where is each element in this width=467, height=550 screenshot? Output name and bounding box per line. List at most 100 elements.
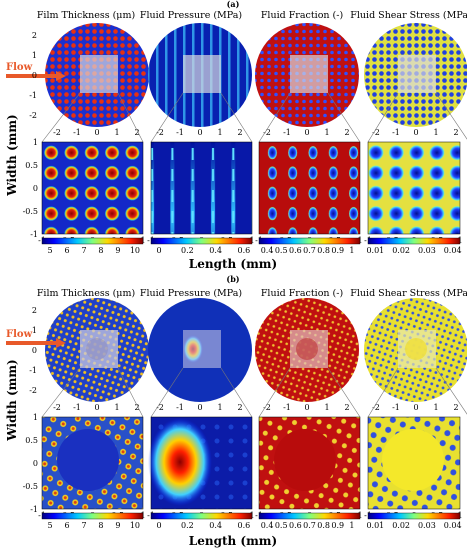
column-title-fluid-shear-stress-b: Fluid Shear Stress (MPa) [350,288,467,299]
colorbar-tick-label: 0.4 [209,521,222,530]
disk-x-tick-label: -1 [73,403,81,412]
colorbar-tick-label: 0 [157,521,162,530]
disk-film-thickness-a [45,23,149,127]
disk-x-tick-label: 1 [324,403,329,412]
disk-x-tick-label: 1 [433,128,438,137]
colorbar-ticks-b: 5 6 7 8 9 10 0 0.2 0.4 0.6 0.4 0.5 0.6 0.7 0.8 0.9 1 0.01… [48,521,462,530]
colorbar-tick-label: 0.8 [317,521,330,530]
disk-x-tick-label: -1 [176,403,184,412]
colorbar-tick-label: 0.2 [181,246,194,255]
zoom-fluid-pressure-a [150,141,253,235]
colorbar-tick-label: 0.5 [275,521,288,530]
zoom-y-tick-label: 0.5 [25,436,38,445]
colorbar-fluid-fraction-a [258,237,361,245]
disk-x-tick-label: 1 [114,128,119,137]
disk-x-tick-label: -1 [392,128,400,137]
disk-x-tick-label: -2 [263,403,271,412]
column-title-fluid-pressure-b: Fluid Pressure (MPa) [140,288,242,299]
colorbar-tick-label: 5 [48,521,53,530]
disk-x-tick-label: -2 [156,128,164,137]
zoom-fluid-shear-stress-a [367,141,461,235]
y-axis-label-b: Width (mm) [5,359,19,441]
colorbar-tick-label: 0.02 [392,246,410,255]
panel-a-label: (a) [227,0,240,9]
colorbar-fluid-pressure-b [150,512,253,520]
colorbar-tick-label: 0.03 [418,246,436,255]
colorbar-tick-label: 1 [349,246,354,255]
panel-b-label: (b) [226,274,239,284]
colorbar-tick-label: 0.6 [289,246,302,255]
zoom-y-tick-label: 1 [33,413,38,422]
disk-y-tick-label: 2 [32,31,37,40]
disk-ticks-b: 2 1 0 -1 -2 -2 -1 0 1 2 -2 -1 0 1 2 -2 -1 0 1 2 -2 -1 0 1 2 [29,306,458,412]
x-axis-label-b: Length (mm) [189,534,277,548]
disk-fluid-shear-stress-a [364,23,467,127]
disk-x-tick-label: 0 [413,403,418,412]
colorbar-tick-label: 8 [98,521,103,530]
disk-x-tick-label: -1 [176,128,184,137]
zoom-y-tick-label: -1 [30,230,38,239]
colorbar-tick-label: 7 [81,521,86,530]
disk-film-thickness-b [45,298,149,402]
zoom-connectors-a [41,92,467,143]
column-title-fluid-fraction-b: Fluid Fraction (-) [261,288,343,299]
disk-x-tick-label: -1 [283,128,291,137]
disk-y-tick-label: 0 [32,71,37,80]
disk-y-tick-label: 0 [32,346,37,355]
disk-x-tick-label: 1 [217,403,222,412]
zoom-film-thickness-a [41,141,144,235]
colorbar-tick-label: 10 [130,521,140,530]
zoom-y-tick-label: -0.5 [23,482,38,491]
zoom-y-tick-label: -0.5 [23,207,38,216]
colorbar-tick-label: 7 [81,246,86,255]
zoom-connectors-b [41,367,467,418]
colorbar-tick-label: 0.6 [238,246,251,255]
zoom-fluid-shear-stress-b [367,416,461,510]
disk-x-tick-label: 2 [237,403,242,412]
colorbar-tick-label: 0.03 [418,521,436,530]
colorbar-tick-label: 0.8 [317,246,330,255]
zoom-fluid-fraction-b [258,416,361,510]
disk-y-tick-label: 1 [32,51,37,60]
disk-y-tick-label: 2 [32,306,37,315]
colorbar-tick-label: 1 [349,521,354,530]
disk-ticks-a: 2 1 0 -1 -2 -2 -1 0 1 2 -2 -1 0 1 2 -2 -1 0 1 2 -2 -1 0 1 2 [29,31,458,137]
colorbar-tick-label: 8 [98,246,103,255]
colorbar-tick-label: 0.7 [303,246,316,255]
disk-x-tick-label: 2 [237,128,242,137]
flow-label-b: Flow [6,329,33,340]
colorbar-tick-label: 0.4 [261,521,274,530]
colorbar-tick-label: 5 [48,246,53,255]
colorbar-tick-label: 0.01 [366,246,384,255]
disk-x-tick-label: -1 [283,403,291,412]
colorbar-fluid-shear-stress-a [367,237,461,245]
zoom-y-tick-label: 0.5 [25,161,38,170]
colorbar-tick-label: 0.01 [366,521,384,530]
colorbar-tick-label: 0 [157,246,162,255]
disk-y-tick-label: 1 [32,326,37,335]
column-title-film-thickness-b: Film Thickness (μm) [37,288,135,299]
disk-x-tick-label: 0 [304,128,309,137]
disk-x-tick-label: 0 [304,403,309,412]
disk-fluid-fraction-b [255,298,359,402]
disk-x-tick-label: 2 [344,128,349,137]
colorbar-film-thickness-a [41,237,144,245]
colorbar-tick-label: 0.6 [238,521,251,530]
disk-x-tick-label: 0 [94,128,99,137]
colorbar-tick-label: 6 [65,246,70,255]
zoom-y-tick-label: 1 [33,138,38,147]
colorbar-tick-label: 9 [115,521,120,530]
colorbar-tick-label: 0.4 [261,246,274,255]
disk-fluid-fraction-a [255,23,359,127]
disk-y-tick-label: -2 [29,111,37,120]
disk-x-tick-label: -2 [53,403,61,412]
colorbar-tick-label: 0.02 [392,521,410,530]
disk-x-tick-label: -2 [372,128,380,137]
column-title-fluid-fraction: Fluid Fraction (-) [261,10,343,21]
disk-x-tick-label: 2 [134,403,139,412]
colorbar-tick-label: 10 [130,246,140,255]
zoom-y-tick-label: 0 [33,184,38,193]
disk-x-tick-label: 0 [94,403,99,412]
disk-x-tick-label: -2 [372,403,380,412]
